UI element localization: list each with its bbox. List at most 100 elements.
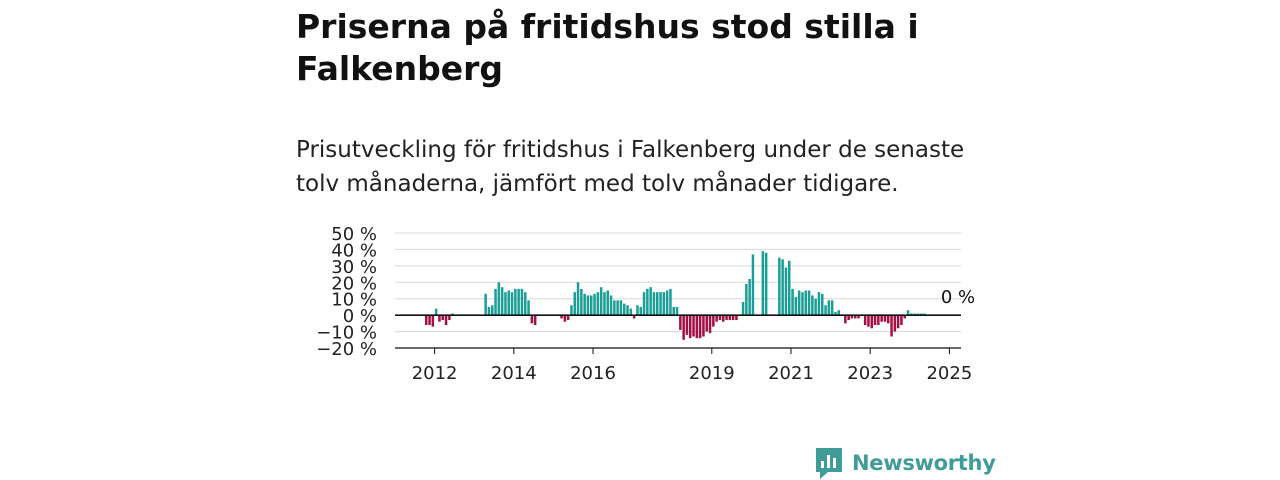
bar [834, 311, 837, 316]
bar [847, 315, 850, 321]
x-axis-tick-labels: 2012 2014 2016 2019 2021 2023 2025 [412, 348, 972, 384]
brand-name: Newsworthy [852, 451, 996, 475]
bar [854, 315, 857, 319]
bar [662, 292, 666, 316]
x-tick-label: 2021 [768, 363, 814, 384]
bar [679, 315, 682, 330]
bar [791, 288, 794, 316]
bar [434, 308, 438, 316]
bar [616, 300, 619, 316]
bar [814, 298, 817, 316]
bar [745, 283, 748, 316]
y-tick-label: 0 % [343, 306, 377, 327]
bar [642, 292, 646, 316]
bar [520, 288, 524, 316]
bar [652, 292, 656, 316]
chart-subtitle: Prisutveckling för fritidshus i Falkenbe… [296, 137, 965, 197]
bar [725, 315, 728, 321]
bar [910, 313, 913, 316]
bar [560, 315, 563, 319]
bar [764, 252, 768, 316]
bar [682, 315, 685, 340]
bar [916, 313, 920, 316]
bar [623, 303, 626, 316]
bar [870, 315, 873, 329]
bar [609, 295, 613, 316]
bar [448, 315, 451, 321]
gridlines [395, 232, 961, 349]
bar [656, 292, 659, 316]
x-tick-label: 2019 [689, 363, 735, 384]
bar [563, 315, 567, 322]
x-tick-label: 2014 [491, 363, 537, 384]
bar [867, 315, 870, 327]
bar [712, 315, 715, 327]
bar [784, 267, 788, 316]
bar [527, 300, 530, 316]
bar [613, 300, 616, 316]
latest-value-annotation: 0 % [941, 287, 975, 308]
bar [728, 315, 732, 321]
x-tick-label: 2012 [412, 363, 458, 384]
bar [880, 315, 883, 322]
bar [669, 288, 672, 316]
bar [632, 315, 636, 319]
bar [781, 259, 784, 316]
y-tick-label: 10 % [331, 290, 377, 311]
bar [530, 315, 534, 324]
bar [507, 290, 510, 316]
bar [451, 313, 454, 316]
bar [883, 315, 887, 322]
bar [817, 292, 821, 316]
bar [593, 293, 596, 316]
bar [692, 315, 695, 337]
bar [665, 290, 669, 316]
bar [718, 315, 722, 321]
bar [913, 313, 916, 316]
bar [837, 310, 840, 316]
bar [599, 287, 603, 316]
bar [649, 287, 652, 316]
bar [903, 315, 906, 319]
bar [586, 295, 590, 316]
bar [751, 254, 755, 316]
bar [431, 315, 435, 327]
bar [685, 315, 689, 335]
y-tick-label: 50 % [331, 224, 377, 245]
y-tick-label: 30 % [331, 257, 377, 278]
bar [675, 306, 679, 316]
bar [494, 288, 497, 316]
bar [514, 288, 517, 316]
bar [735, 315, 738, 321]
bars [425, 251, 926, 340]
bar [896, 315, 900, 329]
bar [844, 315, 847, 324]
bar [863, 315, 867, 325]
bar [603, 292, 606, 316]
bar [639, 306, 642, 316]
bar [573, 292, 576, 316]
bar [606, 290, 609, 316]
bar [533, 315, 537, 325]
bar [748, 279, 751, 316]
bar [596, 292, 600, 316]
bar [524, 292, 527, 316]
bar [857, 315, 860, 319]
bar [906, 310, 910, 316]
bar [794, 297, 798, 316]
bar [689, 315, 692, 339]
bar [893, 315, 897, 332]
page-title: Priserna på fritidshus stod stilla i Fal… [296, 7, 919, 88]
bar [830, 300, 834, 316]
bar [590, 295, 593, 316]
bar [705, 315, 708, 332]
bar [510, 292, 514, 316]
bar [566, 315, 570, 321]
y-tick-label: −20 % [316, 339, 377, 360]
bar [731, 315, 735, 321]
bar [444, 315, 448, 325]
bar [698, 315, 702, 339]
bar [741, 302, 745, 316]
axes [395, 314, 961, 349]
bar [626, 305, 629, 316]
